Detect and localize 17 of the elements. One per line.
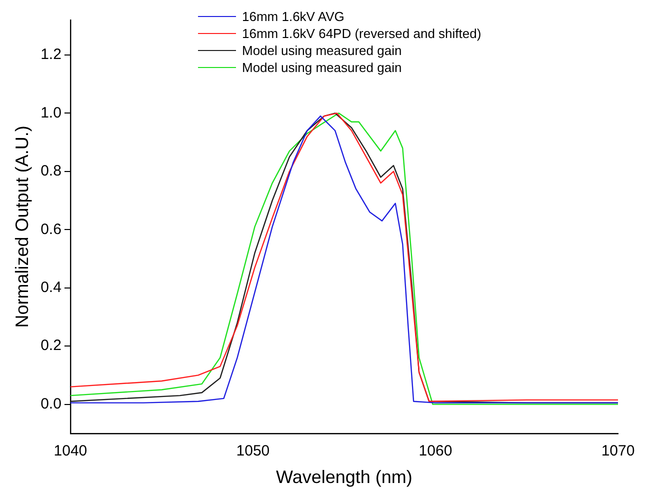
x-tick-label: 1070 xyxy=(601,442,635,460)
legend-label: 16mm 1.6kV 64PD (reversed and shifted) xyxy=(242,25,482,42)
x-tick-label: 1050 xyxy=(236,442,270,460)
y-tick-label: 1.0 xyxy=(40,104,62,122)
y-tick-label: 0.6 xyxy=(40,220,62,238)
y-tick-label: 0.2 xyxy=(40,337,62,354)
x-tick-label: 1040 xyxy=(54,442,88,460)
y-tick-label: 0.4 xyxy=(40,278,62,296)
y-tick-label: 0.8 xyxy=(40,162,62,180)
y-tick-label: 0.0 xyxy=(40,395,62,412)
legend-label: Model using measured gain xyxy=(242,59,402,76)
y-axis-title: Normalized Output (A.U.) xyxy=(12,126,32,328)
legend-label: 16mm 1.6kV AVG xyxy=(242,8,344,25)
legend-label: Model using measured gain xyxy=(242,42,402,59)
x-axis-title: Wavelength (nm) xyxy=(276,467,412,488)
x-tick-label: 1060 xyxy=(418,442,452,460)
y-tick-label: 1.2 xyxy=(40,46,62,64)
